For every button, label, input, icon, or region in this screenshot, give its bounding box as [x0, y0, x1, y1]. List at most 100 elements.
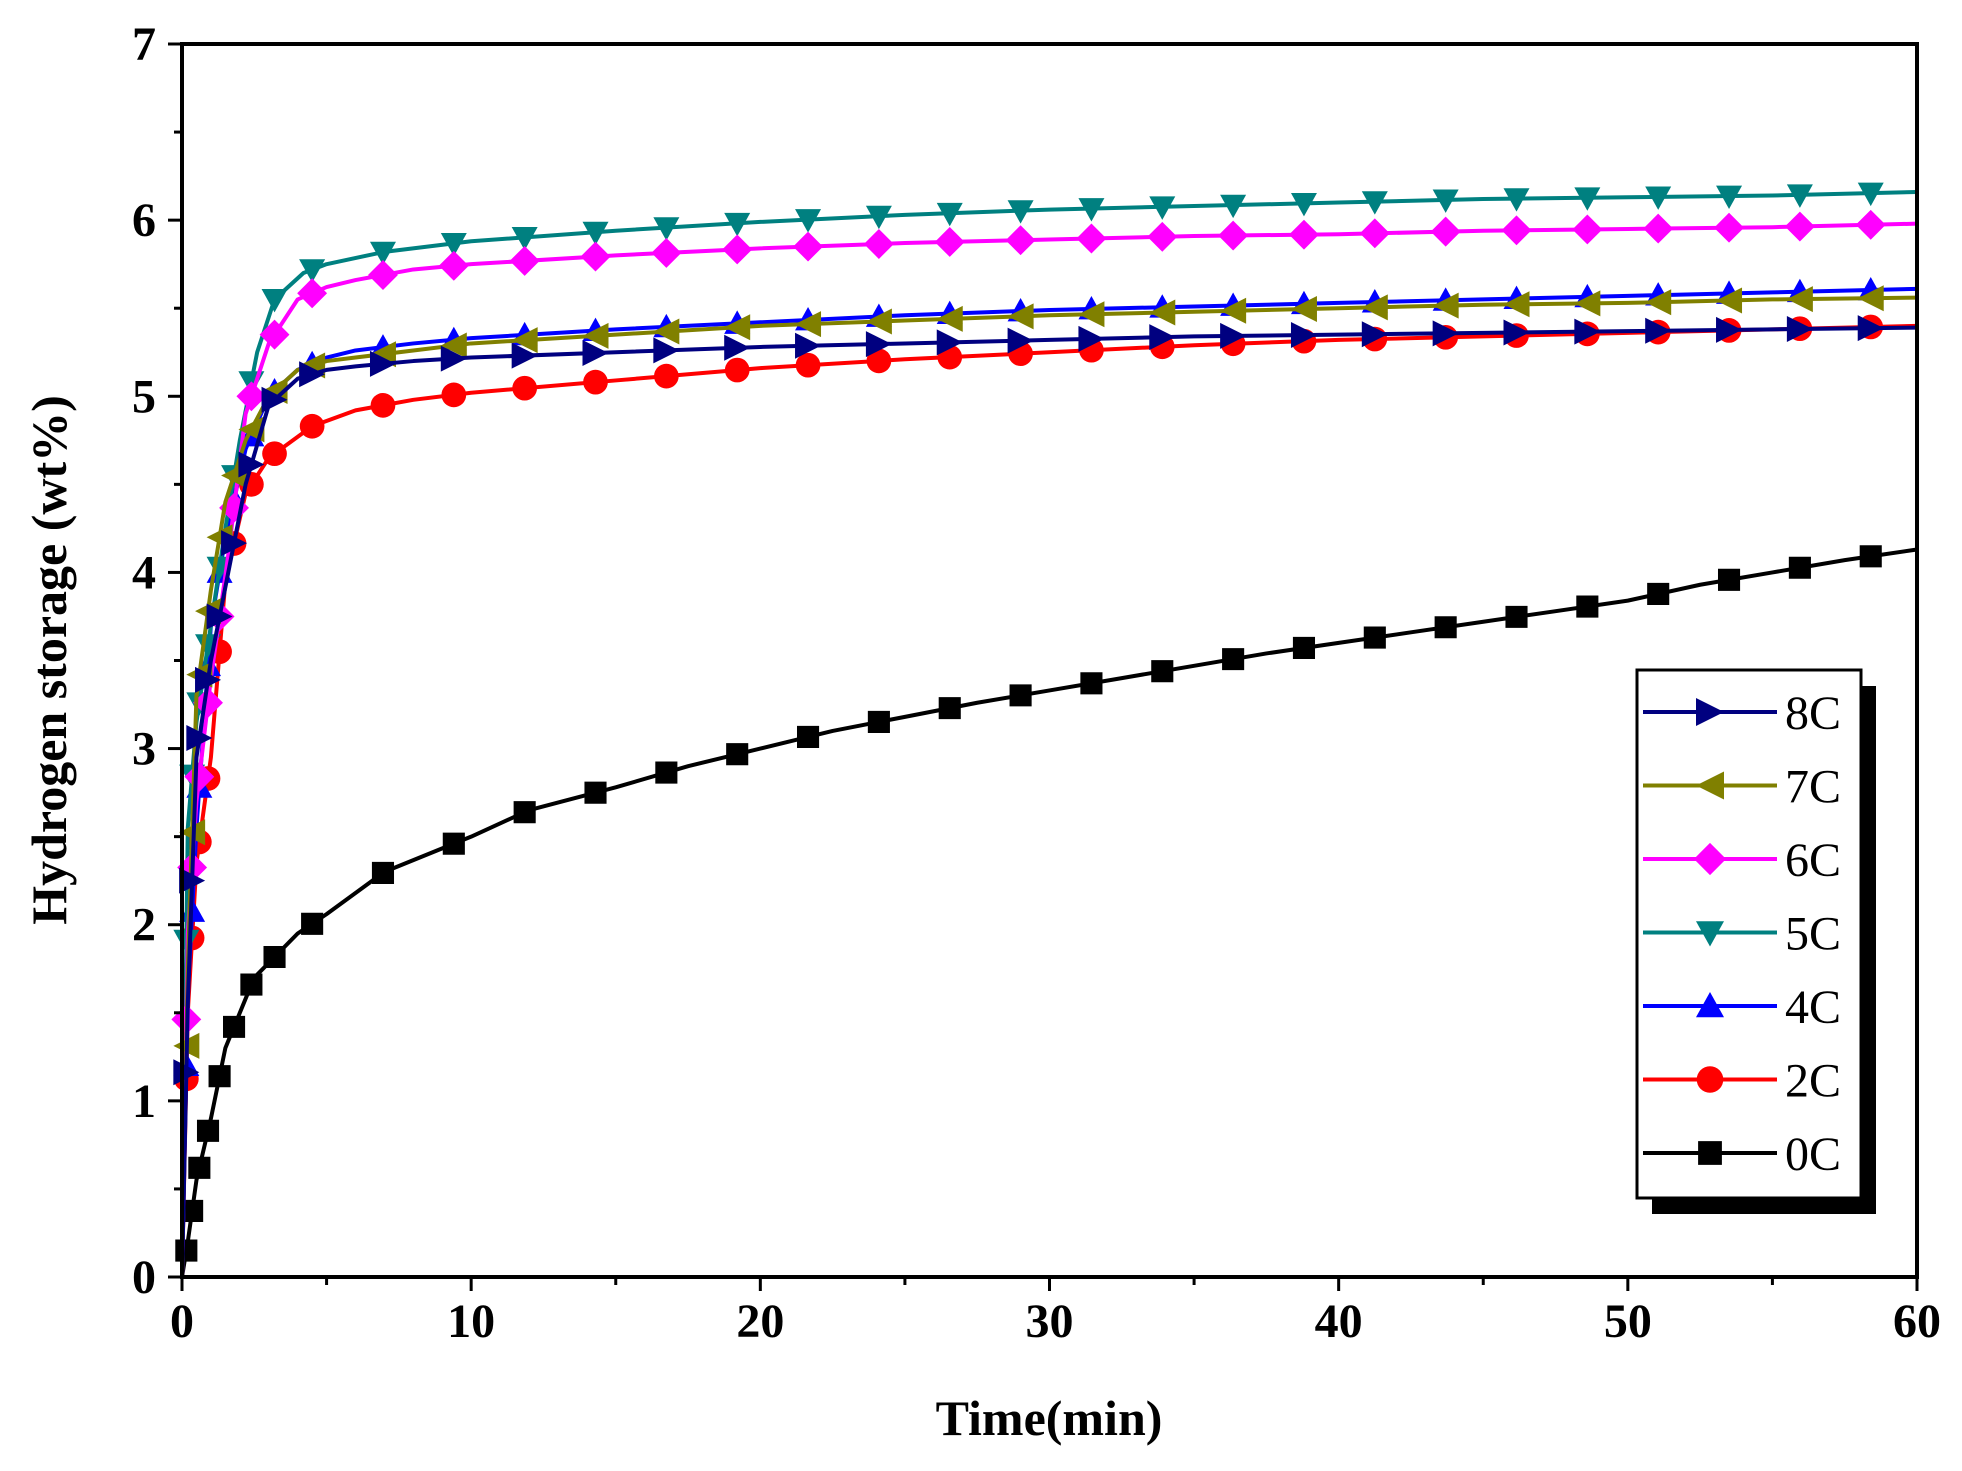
legend-item-5c: 5C — [1643, 908, 1841, 961]
data-point-0c — [1222, 648, 1245, 671]
data-point-6c — [438, 250, 469, 281]
data-point-6c — [651, 237, 682, 268]
legend-label-0c: 0C — [1785, 1128, 1841, 1181]
data-point-6c — [1359, 218, 1390, 249]
data-point-8c — [1149, 324, 1176, 351]
data-point-8c — [1220, 322, 1247, 349]
x-tick-label: 10 — [447, 1295, 495, 1348]
data-point-6c — [1430, 216, 1461, 247]
data-point-8c — [936, 329, 963, 356]
data-point-5c — [1786, 184, 1813, 208]
data-point-6c — [1218, 220, 1249, 251]
data-point-5c — [865, 205, 892, 230]
data-point-6c — [1572, 214, 1603, 245]
data-point-7c — [724, 314, 751, 341]
data-point-6c — [297, 278, 328, 309]
data-point-0c — [175, 1239, 198, 1262]
data-point-0c — [263, 945, 286, 969]
data-point-0c — [1576, 595, 1599, 618]
data-point-8c — [238, 451, 265, 478]
legend-label-5c: 5C — [1785, 908, 1841, 961]
data-point-2c — [262, 441, 287, 467]
data-point-5c — [582, 221, 609, 246]
data-point-5c — [1220, 194, 1247, 219]
data-point-2c — [299, 413, 325, 439]
data-point-5c — [1574, 187, 1601, 211]
legend-marker-0c — [1698, 1141, 1722, 1165]
data-point-7c — [1716, 287, 1743, 314]
data-point-8c — [440, 345, 467, 372]
data-point-0c — [181, 1199, 204, 1222]
data-point-2c — [370, 393, 396, 418]
data-point-6c — [259, 319, 290, 350]
data-point-7c — [1857, 285, 1884, 312]
data-point-6c — [236, 381, 267, 412]
data-point-0c — [240, 973, 263, 996]
data-point-7c — [653, 318, 680, 345]
data-point-8c — [724, 334, 751, 361]
y-tick-label: 5 — [132, 370, 156, 423]
data-point-8c — [1432, 320, 1459, 347]
data-point-2c — [724, 357, 750, 383]
data-point-5c — [653, 217, 680, 241]
data-point-5c — [440, 232, 467, 257]
legend-item-2c: 2C — [1643, 1055, 1841, 1108]
data-point-5c — [369, 241, 396, 266]
legend-marker-8c — [1696, 698, 1724, 726]
data-point-6c — [580, 241, 611, 272]
data-point-8c — [795, 332, 822, 359]
data-point-7c — [865, 308, 892, 335]
data-point-5c — [1432, 189, 1459, 213]
data-point-0c — [1788, 556, 1811, 579]
data-point-8c — [173, 1059, 200, 1086]
data-point-0c — [1080, 672, 1103, 695]
data-point-5c — [1078, 198, 1105, 222]
data-point-5c — [1361, 191, 1388, 215]
data-point-6c — [1855, 209, 1886, 240]
data-point-6c — [1147, 221, 1178, 252]
data-point-2c — [654, 363, 679, 389]
data-point-7c — [1645, 289, 1672, 316]
y-tick-label: 3 — [132, 723, 156, 776]
data-point-8c — [299, 361, 326, 388]
data-point-8c — [206, 603, 233, 630]
legend-label-2c: 2C — [1785, 1055, 1841, 1108]
series-8c — [173, 315, 1918, 1278]
data-point-5c — [511, 226, 538, 251]
data-point-8c — [221, 530, 248, 557]
data-point-8c — [195, 666, 222, 693]
data-point-7c — [795, 311, 822, 338]
data-point-5c — [1645, 186, 1672, 210]
data-point-0c — [1009, 684, 1032, 707]
data-point-5c — [1290, 192, 1317, 217]
legend-marker-5c — [1696, 921, 1724, 947]
data-point-8c — [582, 339, 609, 366]
data-point-0c — [938, 697, 961, 720]
data-point-0c — [584, 781, 607, 804]
y-tick-label: 0 — [132, 1251, 156, 1304]
data-point-7c — [440, 332, 467, 359]
data-point-0c — [867, 710, 890, 733]
data-point-8c — [261, 386, 288, 413]
data-point-0c — [796, 725, 820, 748]
y-tick-label: 7 — [132, 18, 156, 71]
data-point-2c — [583, 369, 608, 395]
x-tick-label: 20 — [736, 1295, 784, 1348]
data-point-6c — [1643, 213, 1674, 244]
data-point-6c — [1289, 219, 1319, 250]
data-point-5c — [1503, 188, 1530, 212]
data-point-8c — [1574, 318, 1601, 345]
data-point-6c — [1714, 212, 1744, 243]
y-tick-label: 1 — [132, 1075, 156, 1128]
data-point-6c — [368, 260, 398, 290]
data-point-8c — [1645, 317, 1672, 344]
data-point-5c — [299, 259, 326, 283]
data-point-6c — [863, 229, 894, 259]
data-point-8c — [1786, 316, 1813, 343]
data-point-8c — [1290, 322, 1317, 349]
data-point-6c — [793, 231, 823, 262]
data-point-8c — [1361, 321, 1388, 348]
data-point-0c — [1505, 605, 1528, 628]
data-point-8c — [1716, 316, 1743, 343]
data-point-7c — [936, 305, 963, 332]
